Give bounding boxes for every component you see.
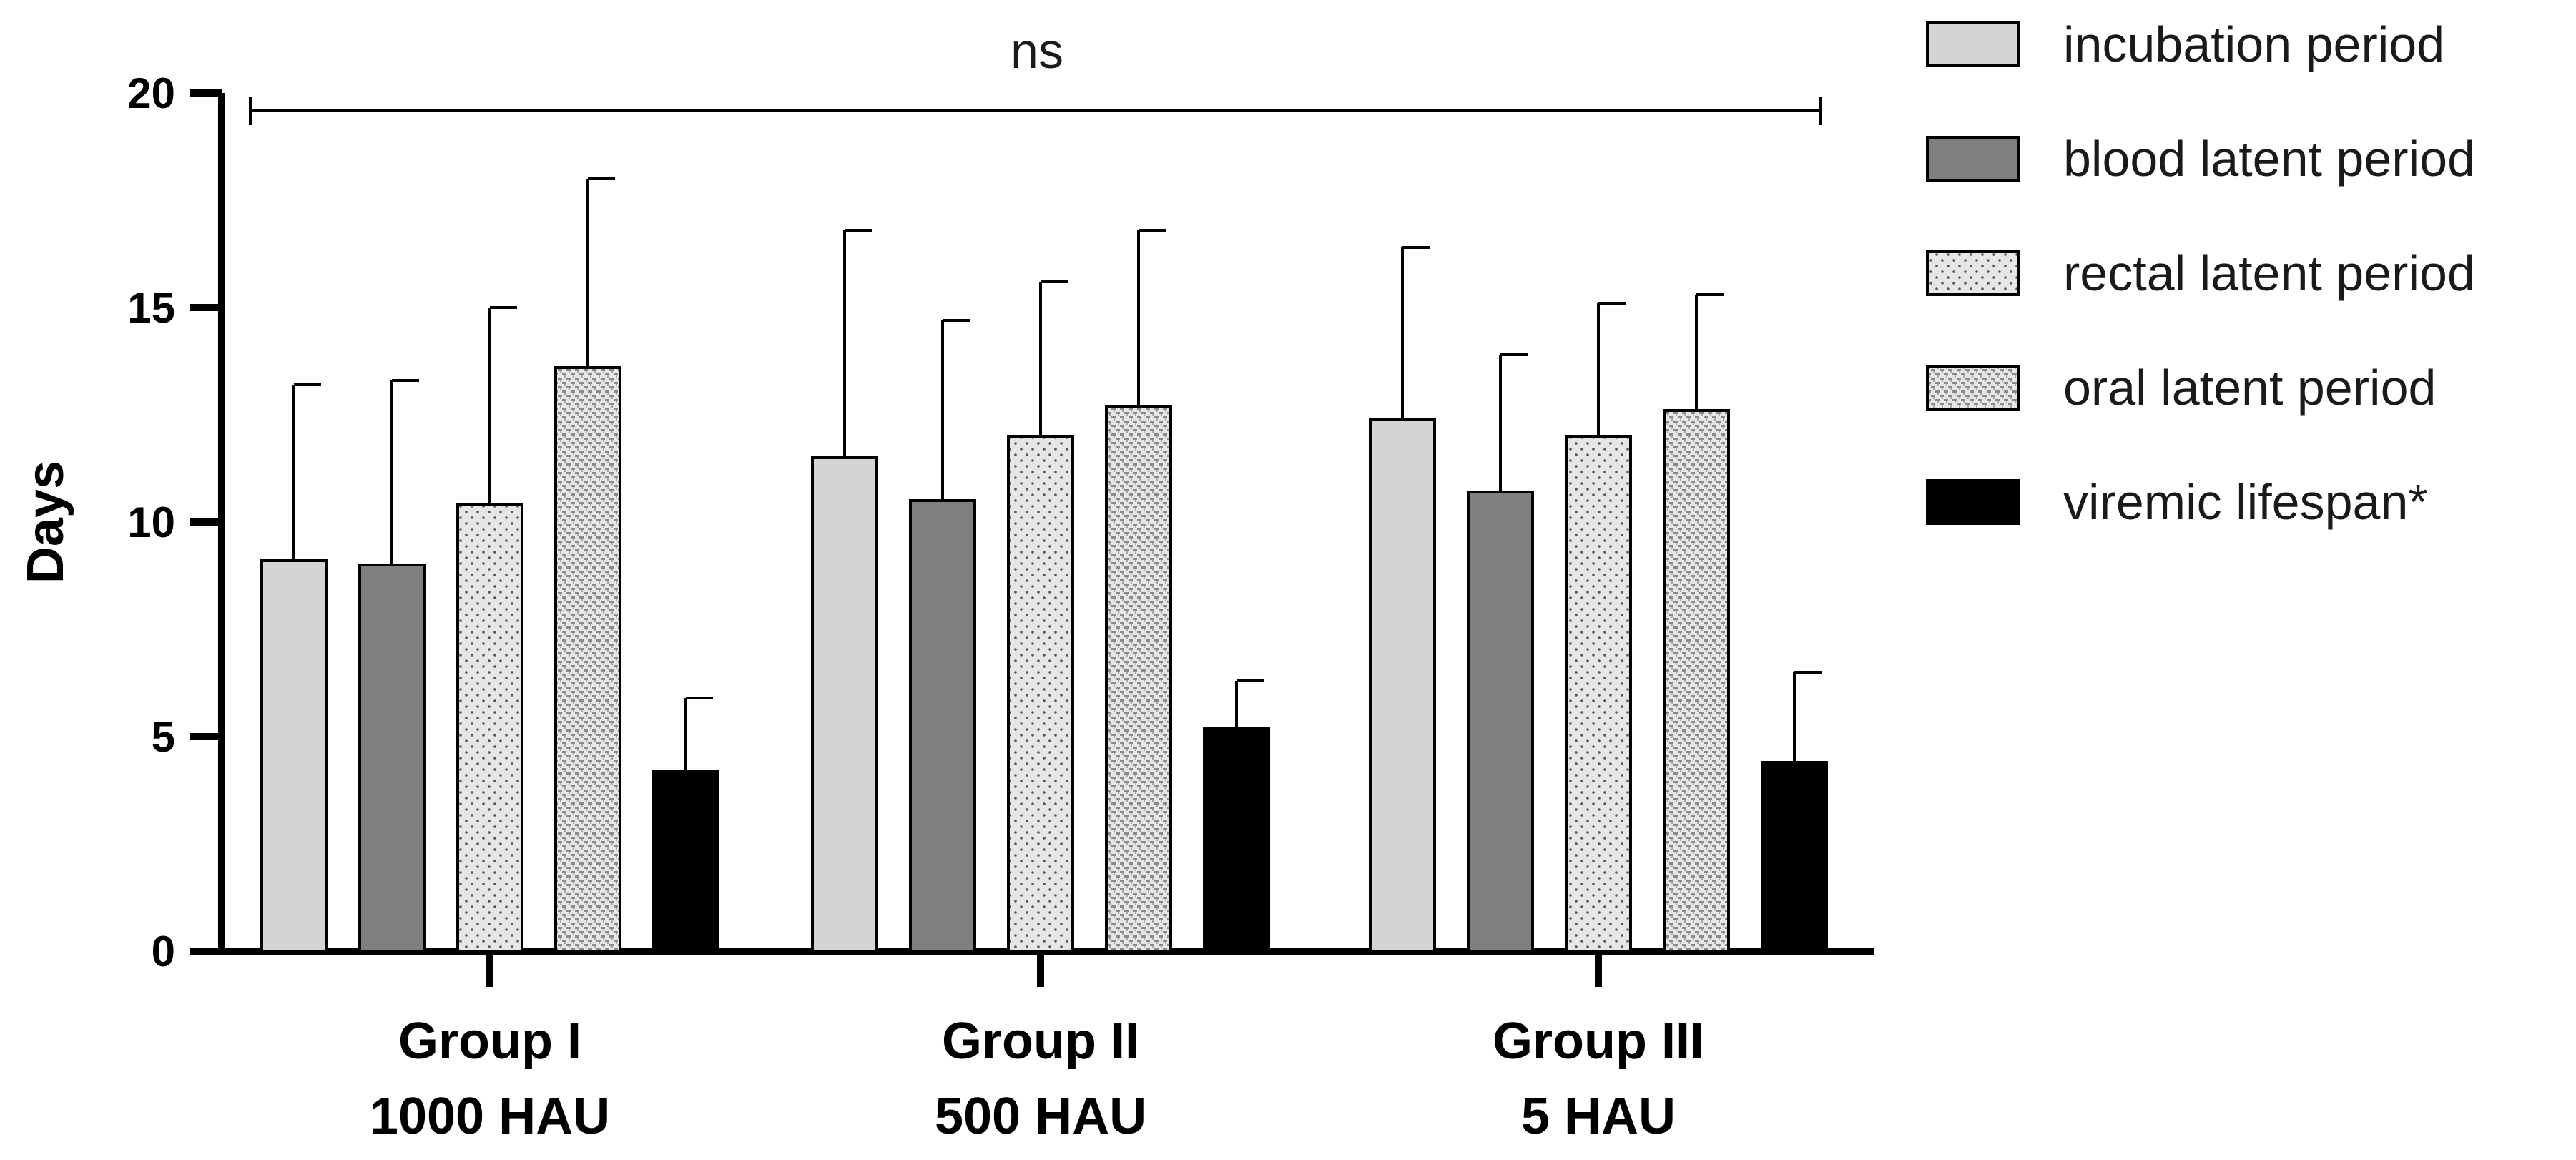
legend-swatch-4 — [1926, 365, 2020, 411]
x-category-label-0-1: 1000 HAU — [370, 1088, 610, 1145]
legend-label-3: rectal latent period — [2063, 245, 2475, 301]
legend-swatch-2 — [1926, 136, 2020, 182]
bar-2-group-3 — [1467, 491, 1534, 953]
y-tick-label-5: 5 — [152, 713, 175, 761]
x-category-label-1-0: Group II — [942, 1013, 1139, 1070]
bar-5-group-3 — [1761, 761, 1828, 953]
bar-4-group-2 — [1105, 405, 1172, 953]
y-tick-label-15: 15 — [127, 284, 175, 332]
x-category-label-0-0: Group I — [398, 1013, 581, 1070]
legend-label-1: incubation period — [2063, 16, 2444, 72]
bar-5-group-2 — [1203, 727, 1270, 953]
y-axis-title: Days — [17, 461, 74, 584]
y-tick-label-0: 0 — [152, 928, 175, 975]
bar-1-group-3 — [1369, 418, 1436, 953]
legend-swatch-5 — [1926, 479, 2020, 525]
y-tick-label-20: 20 — [127, 69, 175, 117]
x-category-label-2-0: Group III — [1493, 1013, 1704, 1070]
error-bars — [292, 177, 1822, 771]
y-tick-label-10: 10 — [127, 498, 175, 546]
legend-label-5: viremic lifespan* — [2063, 474, 2428, 530]
bar-1-group-2 — [811, 456, 878, 953]
bar-2-group-2 — [909, 499, 976, 953]
bar-4-group-1 — [554, 366, 621, 953]
bar-3-group-2 — [1007, 435, 1074, 953]
y-ticks: 0 5 10 15 20 — [127, 69, 222, 975]
bar-4-group-3 — [1663, 409, 1730, 953]
sig-annotation-text: ns — [1011, 23, 1063, 79]
significance-bracket: ns — [249, 23, 1822, 125]
legend-swatch-1 — [1926, 21, 2020, 67]
bars — [260, 366, 1828, 953]
legend-swatch-3 — [1926, 250, 2020, 296]
bar-1-group-1 — [260, 559, 328, 953]
bar-5-group-1 — [652, 770, 719, 953]
legend-label-2: blood latent period — [2063, 131, 2475, 187]
x-category-label-2-1: 5 HAU — [1521, 1088, 1676, 1145]
legend-label-4: oral latent period — [2063, 360, 2436, 416]
x-category-label-1-1: 500 HAU — [935, 1088, 1146, 1145]
x-ticks: Group I 1000 HAU Group II 500 HAU Group III 5… — [370, 951, 1704, 1145]
bar-3-group-3 — [1565, 435, 1632, 953]
legend: incubation period blood latent period rect… — [1926, 16, 2475, 530]
bar-3-group-1 — [456, 503, 523, 953]
bar-2-group-1 — [358, 564, 426, 953]
